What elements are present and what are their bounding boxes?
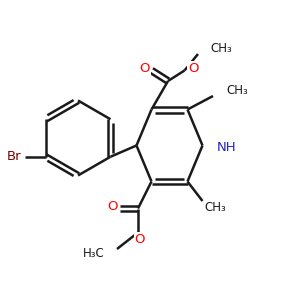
Text: O: O bbox=[140, 61, 150, 75]
Text: CH₃: CH₃ bbox=[226, 84, 248, 97]
Text: CH₃: CH₃ bbox=[211, 42, 232, 55]
Text: O: O bbox=[188, 61, 199, 75]
Text: O: O bbox=[134, 232, 145, 246]
Text: O: O bbox=[107, 200, 118, 214]
Text: CH₃: CH₃ bbox=[204, 201, 226, 214]
Text: Br: Br bbox=[7, 150, 21, 163]
Text: H₃C: H₃C bbox=[82, 247, 104, 260]
Text: NH: NH bbox=[217, 141, 236, 154]
